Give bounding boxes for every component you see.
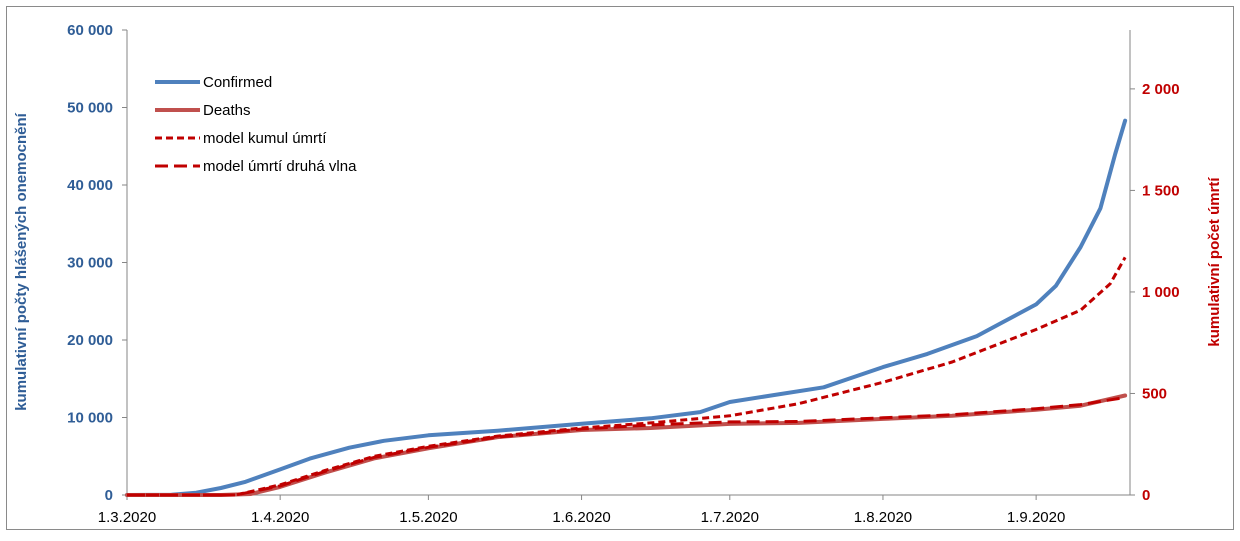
left-axis-ticks: 0 10 000 20 000 30 000 40 000 50 000 60 000 <box>67 22 127 504</box>
right-tick-label: 1 000 <box>1142 284 1180 301</box>
right-tick-label: 500 <box>1142 385 1167 402</box>
right-tick-label: 0 <box>1142 487 1150 504</box>
x-tick-label: 1.4.2020 <box>251 509 309 526</box>
left-tick-label: 20 000 <box>67 332 113 349</box>
series-layer <box>125 118 1128 497</box>
x-tick-label: 1.6.2020 <box>552 509 610 526</box>
series-line-confirmed <box>125 118 1128 497</box>
left-tick-label: 30 000 <box>67 255 113 272</box>
left-tick-label: 50 000 <box>67 100 113 117</box>
series-line-model-kumul-mrt- <box>127 256 1127 497</box>
legend: Confirmed Deaths model kumul úmrtí model úm… <box>155 74 357 175</box>
chart-frame <box>6 6 1234 530</box>
right-axis-ticks: 0 500 1 000 1 500 2 000 <box>1130 81 1180 504</box>
series-line-deaths <box>125 393 1128 497</box>
x-tick-label: 1.9.2020 <box>1007 509 1065 526</box>
right-axis-title: kumulativní počet úmrtí <box>1206 177 1223 347</box>
legend-label: Deaths <box>203 102 251 119</box>
x-axis-ticks: 1.3.2020 1.4.2020 1.5.2020 1.6.2020 1.7.2020… <box>98 495 1065 526</box>
series-line-model-mrt-druh-vlna <box>127 396 1126 497</box>
left-tick-label: 60 000 <box>67 22 113 39</box>
right-tick-label: 1 500 <box>1142 182 1180 199</box>
x-tick-label: 1.7.2020 <box>701 509 759 526</box>
legend-label: model kumul úmrtí <box>203 130 327 147</box>
left-tick-label: 0 <box>105 487 113 504</box>
x-tick-label: 1.5.2020 <box>399 509 457 526</box>
legend-label: model úmrtí druhá vlna <box>203 158 357 175</box>
x-tick-label: 1.8.2020 <box>854 509 912 526</box>
right-tick-label: 2 000 <box>1142 81 1180 98</box>
left-tick-label: 40 000 <box>67 177 113 194</box>
x-tick-label: 1.3.2020 <box>98 509 156 526</box>
legend-label: Confirmed <box>203 74 272 91</box>
left-axis-title: kumulativní počty hlášených onemocnění <box>13 112 30 410</box>
left-tick-label: 10 000 <box>67 410 113 427</box>
